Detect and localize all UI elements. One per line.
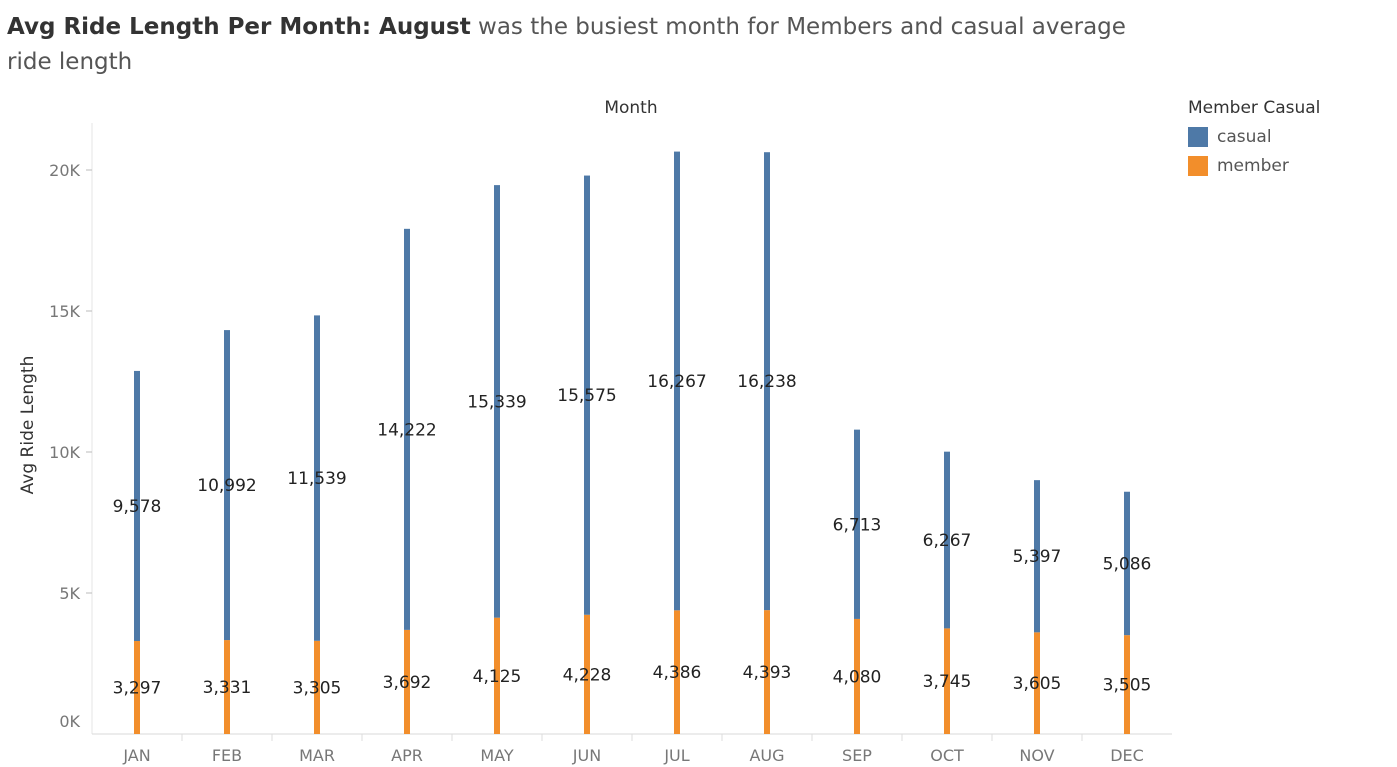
x-tick-label-apr: APR: [391, 746, 423, 765]
legend: Member Casual casual member: [1188, 98, 1320, 180]
chart-title-bold: Avg Ride Length Per Month: August: [7, 14, 471, 40]
y-tick-label: 5K: [59, 584, 80, 603]
bar-casual-dec[interactable]: [1124, 491, 1130, 636]
data-label-member-mar: 3,305: [293, 678, 342, 698]
data-label-casual-jan: 9,578: [113, 497, 162, 517]
legend-swatch-casual: [1188, 126, 1208, 147]
legend-item-member[interactable]: member: [1188, 151, 1320, 180]
bar-casual-oct[interactable]: [944, 451, 950, 629]
data-label-member-jul: 4,386: [653, 663, 702, 683]
legend-item-casual[interactable]: casual: [1188, 122, 1320, 151]
bar-member-mar[interactable]: [314, 640, 320, 734]
data-label-member-apr: 3,692: [383, 673, 432, 693]
bar-casual-jun[interactable]: [584, 175, 590, 615]
bar-casual-mar[interactable]: [314, 315, 320, 641]
bar-casual-nov[interactable]: [1034, 480, 1040, 633]
bar-casual-aug[interactable]: [764, 152, 770, 611]
x-tick-label-aug: AUG: [749, 746, 784, 765]
x-tick-label-mar: MAR: [299, 746, 335, 765]
x-tick-label-jan: JAN: [122, 746, 150, 765]
chart-title-rest: was the busiest month for Members and ca…: [7, 14, 1126, 75]
x-tick-label-oct: OCT: [930, 746, 964, 765]
x-tick-label-jun: JUN: [572, 746, 601, 765]
data-label-member-feb: 3,331: [203, 678, 252, 698]
legend-label-casual: casual: [1217, 126, 1272, 147]
data-label-member-dec: 3,505: [1103, 676, 1152, 696]
x-tick-label-feb: FEB: [212, 746, 242, 765]
data-label-casual-jun: 15,575: [557, 386, 616, 406]
legend-title: Member Casual: [1188, 98, 1321, 118]
data-label-casual-may: 15,339: [467, 392, 526, 412]
data-label-casual-nov: 5,397: [1013, 547, 1062, 567]
x-tick-label-sep: SEP: [842, 746, 872, 765]
bar-member-apr[interactable]: [404, 629, 410, 734]
data-label-casual-jul: 16,267: [647, 372, 706, 392]
y-tick-label: 0K: [59, 712, 80, 731]
bar-member-oct[interactable]: [944, 628, 950, 734]
x-tick-label-may: MAY: [480, 746, 514, 765]
data-label-casual-dec: 5,086: [1103, 554, 1152, 574]
column-header-month: Month: [604, 98, 657, 118]
data-label-casual-mar: 11,539: [287, 469, 346, 489]
y-axis-label: Avg Ride Length: [18, 356, 38, 495]
bar-casual-jan[interactable]: [134, 370, 140, 642]
bar-member-dec[interactable]: [1124, 635, 1130, 734]
bar-member-may[interactable]: [494, 617, 500, 734]
data-label-casual-sep: 6,713: [833, 515, 882, 535]
y-tick-label: 20K: [49, 161, 80, 180]
bar-member-jul[interactable]: [674, 610, 680, 734]
bar-member-aug[interactable]: [764, 610, 770, 734]
data-label-member-oct: 3,745: [923, 672, 972, 692]
x-tick-label-jul: JUL: [663, 746, 689, 765]
bar-casual-sep[interactable]: [854, 429, 860, 619]
chart-title: Avg Ride Length Per Month: August was th…: [7, 10, 1127, 80]
data-label-member-jun: 4,228: [563, 665, 612, 685]
bar-casual-feb[interactable]: [224, 330, 230, 641]
legend-label-member: member: [1217, 155, 1289, 176]
legend-swatch-member: [1188, 155, 1208, 176]
bar-casual-may[interactable]: [494, 185, 500, 618]
bar-casual-apr[interactable]: [404, 228, 410, 630]
bar-casual-jul[interactable]: [674, 151, 680, 611]
data-label-member-sep: 4,080: [833, 667, 882, 687]
bar-member-feb[interactable]: [224, 640, 230, 734]
bar-member-jan[interactable]: [134, 641, 140, 734]
data-label-member-jan: 3,297: [113, 679, 162, 699]
data-label-casual-feb: 10,992: [197, 476, 256, 496]
data-label-casual-aug: 16,238: [737, 372, 796, 392]
data-label-casual-oct: 6,267: [923, 531, 972, 551]
x-tick-label-dec: DEC: [1110, 746, 1144, 765]
bar-member-sep[interactable]: [854, 618, 860, 734]
bar-member-nov[interactable]: [1034, 632, 1040, 734]
bar-member-jun[interactable]: [584, 614, 590, 734]
data-label-member-nov: 3,605: [1013, 674, 1062, 694]
data-label-casual-apr: 14,222: [377, 420, 436, 440]
data-label-member-aug: 4,393: [743, 663, 792, 683]
y-tick-label: 10K: [49, 443, 80, 462]
y-tick-label: 15K: [49, 302, 80, 321]
x-tick-label-nov: NOV: [1019, 746, 1054, 765]
data-label-member-may: 4,125: [473, 667, 522, 687]
